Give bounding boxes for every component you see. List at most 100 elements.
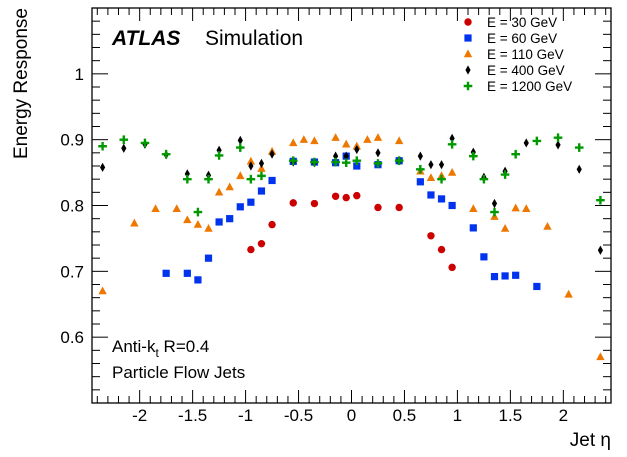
data-point xyxy=(193,219,203,228)
y-axis-title: Energy Response xyxy=(11,8,32,159)
data-point xyxy=(437,245,446,254)
data-point xyxy=(342,193,350,202)
data-point xyxy=(490,207,499,217)
data-point xyxy=(438,160,445,170)
data-point xyxy=(447,167,457,176)
data-point xyxy=(532,136,542,146)
legend-marker xyxy=(463,81,473,91)
data-point xyxy=(236,171,245,180)
data-point xyxy=(373,133,383,141)
legend-marker xyxy=(465,65,471,75)
data-point xyxy=(543,221,552,230)
data-point xyxy=(596,195,605,205)
data-point xyxy=(194,276,202,284)
data-point xyxy=(373,159,383,168)
data-point xyxy=(257,239,266,248)
data-point xyxy=(480,253,488,261)
data-point xyxy=(353,191,361,200)
data-point xyxy=(98,141,107,151)
data-point xyxy=(310,136,319,145)
legend-label: E = 110 GeV xyxy=(487,47,564,62)
data-point xyxy=(427,232,435,240)
data-point xyxy=(183,174,192,184)
data-point xyxy=(130,218,139,227)
data-point xyxy=(331,157,340,167)
data-point xyxy=(449,133,455,143)
data-point xyxy=(289,138,298,147)
data-point xyxy=(257,187,266,195)
data-point xyxy=(204,223,213,232)
data-point xyxy=(204,174,213,184)
data-point xyxy=(353,162,361,170)
data-point xyxy=(363,135,372,143)
data-point xyxy=(204,254,213,262)
data-point xyxy=(479,174,489,184)
data-point xyxy=(416,178,424,186)
data-point xyxy=(428,160,434,170)
data-point xyxy=(226,215,234,223)
data-point xyxy=(511,203,520,212)
data-point xyxy=(269,149,275,159)
data-point xyxy=(310,157,319,167)
data-point xyxy=(501,272,509,280)
algorithm-name: Anti-k xyxy=(112,337,156,356)
algorithm-annotation: Anti-kt R=0.4 xyxy=(112,337,209,360)
data-point xyxy=(469,204,478,212)
data-point xyxy=(183,215,192,224)
legend-label: E = 400 GeV xyxy=(487,63,565,78)
data-point xyxy=(469,224,477,232)
data-point xyxy=(555,140,561,150)
x-tick-label: 0.5 xyxy=(393,406,417,425)
data-point xyxy=(121,143,127,153)
data-point xyxy=(491,198,498,209)
jet-type-annotation: Particle Flow Jets xyxy=(112,363,245,382)
data-point xyxy=(215,218,223,226)
data-point xyxy=(533,282,541,291)
data-point xyxy=(394,136,404,145)
data-point xyxy=(331,133,340,141)
data-point xyxy=(216,145,222,155)
data-point xyxy=(564,289,573,298)
data-point xyxy=(448,263,456,272)
data-point xyxy=(225,182,234,191)
data-point xyxy=(236,203,244,211)
data-point xyxy=(98,286,107,295)
x-axis-title: Jet η xyxy=(570,430,611,451)
data-point xyxy=(235,143,245,152)
y-tick-label: 0.7 xyxy=(60,262,84,281)
data-point xyxy=(99,162,106,172)
y-tick-label: 0.9 xyxy=(60,131,84,150)
data-point xyxy=(576,164,582,174)
data-point xyxy=(248,161,254,171)
data-point xyxy=(426,173,436,182)
legend-marker xyxy=(464,34,472,42)
x-tick-label: -1.5 xyxy=(178,406,207,425)
data-point xyxy=(352,156,362,166)
axis-ticks xyxy=(92,7,611,404)
data-point xyxy=(469,151,478,161)
algorithm-subscript: t xyxy=(155,346,159,360)
data-point xyxy=(161,149,171,159)
atlas-label: ATLAS xyxy=(111,27,180,50)
data-point xyxy=(247,198,255,206)
tick-labels: -2 -1.5 -1 -0.5 0 0.5 1 1.5 2 0.6 0.7 0.8 0.9 1 xyxy=(60,65,568,425)
x-tick-label: -0.5 xyxy=(284,406,313,425)
data-point xyxy=(214,187,224,196)
data-point xyxy=(214,151,224,160)
data-point xyxy=(597,245,604,255)
data-point xyxy=(490,273,499,281)
data-point xyxy=(522,204,531,212)
legend-marker xyxy=(464,18,472,26)
data-point xyxy=(437,174,446,184)
data-point xyxy=(343,151,349,161)
data-point xyxy=(500,170,510,179)
data-point xyxy=(417,151,423,161)
data-point xyxy=(289,199,297,207)
data-point xyxy=(512,271,520,279)
data-point xyxy=(247,245,255,254)
data-point xyxy=(288,156,298,166)
data-point xyxy=(246,156,256,165)
legend-label: E = 60 GeV xyxy=(487,31,557,46)
data-point xyxy=(447,139,457,149)
